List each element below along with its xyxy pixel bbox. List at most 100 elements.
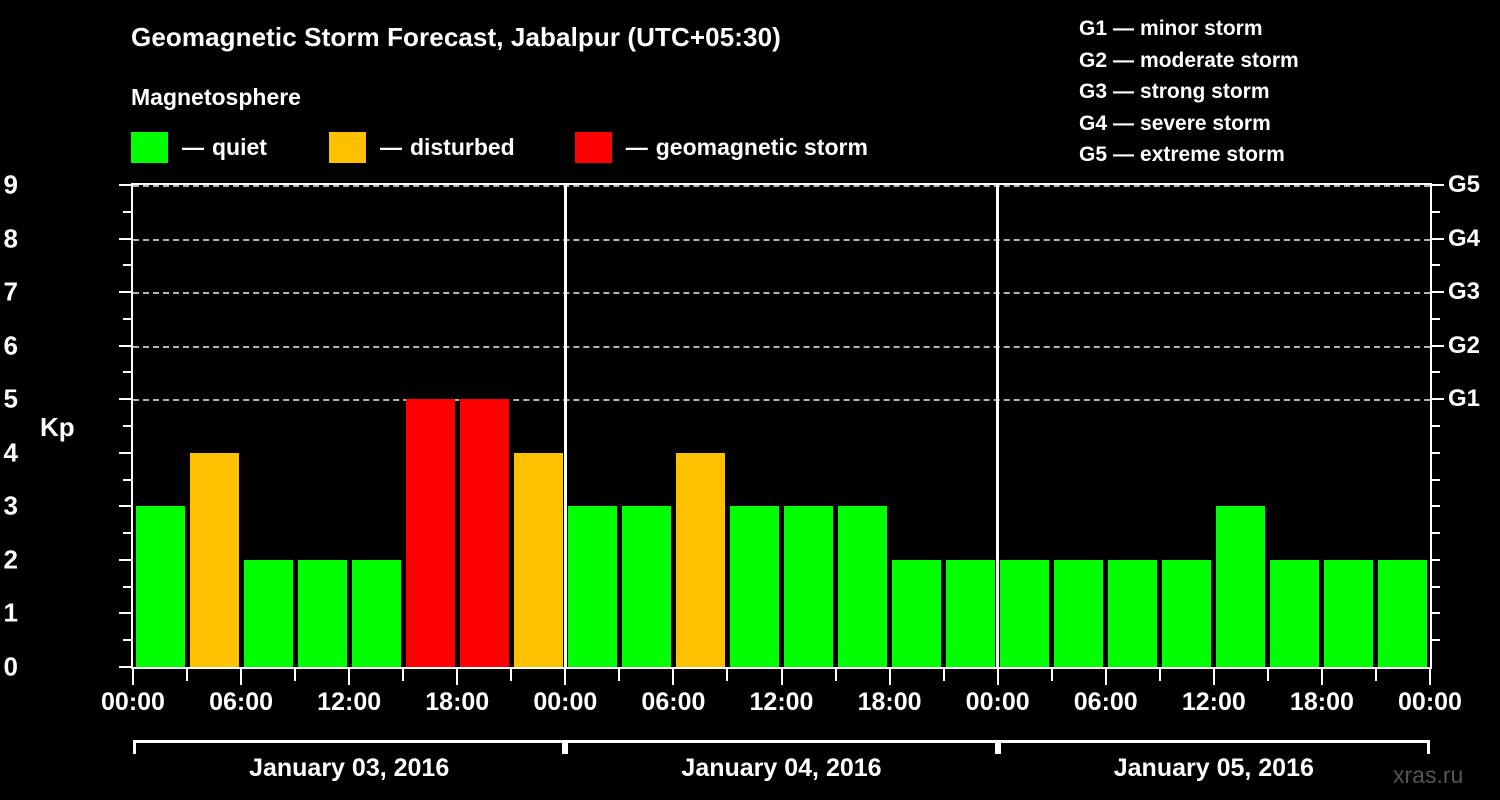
x-tick-minor [294, 669, 297, 681]
bar-kp[interactable] [621, 506, 671, 667]
bar-kp[interactable] [567, 506, 617, 667]
y-tick [119, 398, 131, 401]
bar-kp[interactable] [1162, 559, 1212, 667]
g-axis-label: G2 [1448, 331, 1481, 359]
gridline-kp-6 [133, 345, 1430, 348]
x-tick-major [240, 669, 243, 685]
x-tick-major [564, 669, 567, 685]
y-tick [119, 184, 131, 186]
bar-kp[interactable] [1216, 506, 1266, 667]
g-tick-minor [1432, 505, 1440, 508]
y-tick-minor [123, 371, 131, 374]
legend-item-quiet: — quiet [131, 132, 267, 163]
bar-kp[interactable] [1378, 559, 1428, 667]
x-tick-label: 18:00 [857, 688, 922, 716]
y-tick [119, 666, 131, 668]
y-tick-minor [123, 585, 131, 588]
magnetosphere-label: Magnetosphere [131, 84, 301, 110]
bar-kp[interactable] [675, 452, 725, 667]
g-tick-minor [1432, 478, 1440, 481]
gridline-kp-9 [133, 185, 1430, 187]
bar-kp[interactable] [892, 559, 942, 667]
bar-kp[interactable] [297, 559, 347, 667]
bar-kp[interactable] [1324, 559, 1374, 667]
x-tick-major [888, 669, 891, 685]
x-tick-major [996, 669, 999, 685]
gscale-row-g5: G5— extreme storm [1079, 139, 1299, 171]
x-tick-minor [510, 669, 513, 681]
g-tick-minor [1432, 585, 1440, 588]
g-tick [1432, 237, 1444, 240]
bar-kp[interactable] [946, 559, 996, 667]
g-tick-minor [1432, 264, 1440, 267]
plot-area [133, 185, 1430, 667]
gridline-kp-7 [133, 292, 1430, 295]
y-tick-minor [123, 639, 131, 642]
bar-kp[interactable] [1000, 559, 1050, 667]
gscale-desc: severe storm [1140, 111, 1271, 135]
bar-kp[interactable] [459, 399, 509, 667]
y-tick-label: 3 [3, 490, 18, 521]
x-tick-label: 00:00 [101, 688, 165, 716]
x-tick-major [780, 669, 783, 685]
x-tick-label: 06:00 [1073, 688, 1138, 716]
bar-kp[interactable] [405, 399, 455, 667]
y-tick-label: 6 [3, 330, 18, 361]
bar-kp[interactable] [784, 506, 834, 667]
g-tick-minor [1432, 532, 1440, 535]
bar-kp[interactable] [1270, 559, 1320, 667]
bar-kp[interactable] [838, 506, 888, 667]
date-bracket [997, 740, 1430, 754]
y-tick-minor [123, 210, 131, 213]
legend: — quiet — disturbed — geomagnetic storm [131, 132, 868, 163]
gscale-desc: moderate storm [1140, 48, 1299, 72]
y-tick-minor [123, 532, 131, 535]
g-axis-label: G5 [1448, 171, 1481, 198]
x-tick-minor [942, 669, 945, 681]
x-tick-minor [1374, 669, 1377, 681]
bar-kp[interactable] [729, 506, 779, 667]
y-tick-label: 1 [3, 597, 18, 628]
legend-dash: — [379, 134, 402, 160]
x-tick-minor [402, 669, 405, 681]
y-tick [119, 344, 131, 347]
x-tick-major [1320, 669, 1323, 685]
bar-kp[interactable] [135, 506, 185, 667]
date-bracket [565, 740, 998, 754]
g-tick-minor [1432, 612, 1440, 615]
gscale-dash: — [1113, 80, 1135, 103]
y-tick [119, 451, 131, 454]
page-title: Geomagnetic Storm Forecast, Jabalpur (UT… [131, 22, 781, 52]
x-tick-label: 18:00 [1289, 688, 1354, 716]
gscale-dash: — [1113, 17, 1135, 40]
legend-label-quiet: quiet [212, 134, 267, 160]
bar-kp[interactable] [513, 452, 563, 667]
bar-kp[interactable] [189, 452, 239, 667]
y-tick-label: 2 [3, 544, 18, 575]
bar-kp[interactable] [1108, 559, 1158, 667]
g-tick [1432, 291, 1444, 294]
g-axis-label: G3 [1448, 278, 1481, 306]
gscale-dash: — [1113, 143, 1135, 166]
legend-item-storm: — geomagnetic storm [574, 132, 868, 163]
x-tick-minor [1266, 669, 1269, 681]
x-tick-label: 00:00 [965, 688, 1030, 716]
g-tick [1432, 344, 1444, 347]
legend-dash: — [182, 134, 204, 160]
x-tick-minor [1158, 669, 1161, 681]
g-axis-label: G4 [1448, 224, 1481, 252]
bar-kp[interactable] [1054, 559, 1104, 667]
day-separator [563, 185, 567, 667]
watermark: xras.ru [1393, 762, 1464, 788]
gscale-dash: — [1113, 48, 1135, 72]
x-tick-minor [186, 669, 189, 681]
gscale-code: G3 [1079, 80, 1108, 103]
bar-kp[interactable] [351, 559, 401, 667]
x-tick-label: 06:00 [209, 688, 274, 716]
gscale-dash: — [1113, 111, 1135, 135]
gscale-desc: minor storm [1140, 17, 1263, 40]
x-tick-major [1212, 669, 1215, 685]
y-tick-minor [123, 425, 131, 427]
x-tick-minor [1050, 669, 1053, 681]
bar-kp[interactable] [243, 559, 293, 667]
